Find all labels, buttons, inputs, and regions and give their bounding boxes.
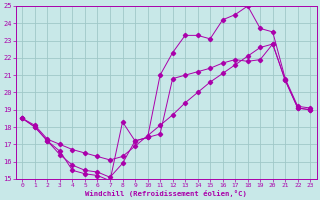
- X-axis label: Windchill (Refroidissement éolien,°C): Windchill (Refroidissement éolien,°C): [85, 190, 247, 197]
